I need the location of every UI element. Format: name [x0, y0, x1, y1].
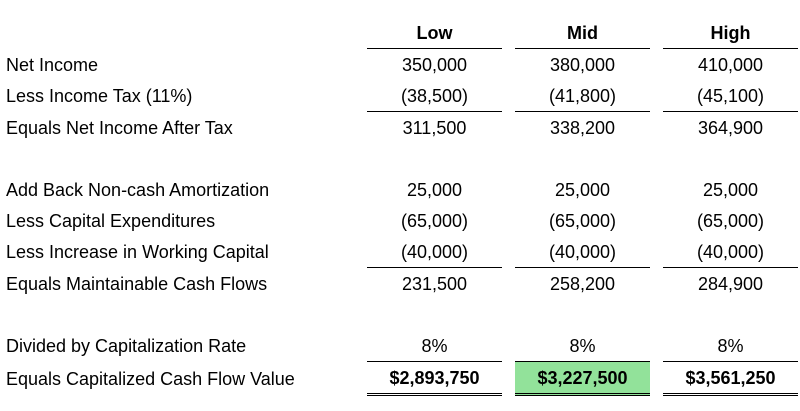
row-label: Equals Capitalized Cash Flow Value	[6, 369, 295, 389]
cell-high: (45,100)	[663, 80, 798, 112]
row-capitalization-rate: Divided by Capitalization Rate 8% 8% 8%	[6, 330, 798, 362]
capitalized-cash-flow-table: Low Mid High Net Income 350,000 380,000 …	[6, 17, 798, 396]
row-working-capital: Less Increase in Working Capital (40,000…	[6, 236, 798, 268]
row-label: Less Capital Expenditures	[6, 210, 216, 231]
cell-high: 364,900	[697, 117, 764, 138]
row-net-income: Net Income 350,000 380,000 410,000	[6, 49, 798, 80]
cell-low: (38,500)	[367, 80, 502, 112]
cell-high: 8%	[663, 330, 798, 362]
column-header-low: Low	[367, 17, 502, 49]
column-header-mid: Mid	[515, 17, 650, 49]
cell-mid: 338,200	[549, 117, 616, 138]
row-label: Equals Maintainable Cash Flows	[6, 273, 268, 294]
cell-mid: (65,000)	[548, 210, 617, 231]
row-net-income-after-tax: Equals Net Income After Tax 311,500 338,…	[6, 112, 798, 143]
row-label: Equals Net Income After Tax	[6, 117, 233, 138]
cell-low: $2,893,750	[367, 362, 502, 396]
cell-high: 284,900	[697, 273, 764, 294]
cell-low: 350,000	[401, 54, 468, 75]
column-header-high: High	[663, 17, 798, 49]
cell-low: 231,500	[401, 273, 468, 294]
row-income-tax: Less Income Tax (11%) (38,500) (41,800) …	[6, 80, 798, 112]
row-label: Less Income Tax (11%)	[6, 86, 193, 106]
row-maintainable-cash-flows: Equals Maintainable Cash Flows 231,500 2…	[6, 268, 798, 299]
cell-mid: 380,000	[549, 54, 616, 75]
header-row: Low Mid High	[6, 17, 798, 49]
cell-high: (65,000)	[696, 210, 765, 231]
cell-mid: 8%	[515, 330, 650, 362]
row-capital-expenditures: Less Capital Expenditures (65,000) (65,0…	[6, 205, 798, 236]
cell-mid: (40,000)	[515, 236, 650, 268]
cell-mid: (41,800)	[515, 80, 650, 112]
cell-high: 25,000	[702, 179, 759, 200]
row-label: Less Increase in Working Capital	[6, 242, 269, 262]
cell-high: 410,000	[697, 54, 764, 75]
cell-high: $3,561,250	[663, 362, 798, 396]
row-label: Add Back Non-cash Amortization	[6, 179, 270, 200]
cell-mid: 25,000	[554, 179, 611, 200]
cell-low: (65,000)	[400, 210, 469, 231]
cell-low: 25,000	[406, 179, 463, 200]
cell-low: (40,000)	[367, 236, 502, 268]
cell-low: 8%	[367, 330, 502, 362]
cell-high: (40,000)	[663, 236, 798, 268]
row-amortization: Add Back Non-cash Amortization 25,000 25…	[6, 174, 798, 205]
row-label: Divided by Capitalization Rate	[6, 336, 247, 356]
row-label: Net Income	[6, 54, 99, 75]
cell-low: 311,500	[402, 117, 467, 138]
cell-mid: 258,200	[549, 273, 616, 294]
cell-mid-highlighted: $3,227,500	[515, 362, 650, 396]
spacer-row	[6, 299, 798, 330]
spacer-row	[6, 143, 798, 174]
row-capitalized-cash-flow-value: Equals Capitalized Cash Flow Value $2,89…	[6, 362, 798, 396]
